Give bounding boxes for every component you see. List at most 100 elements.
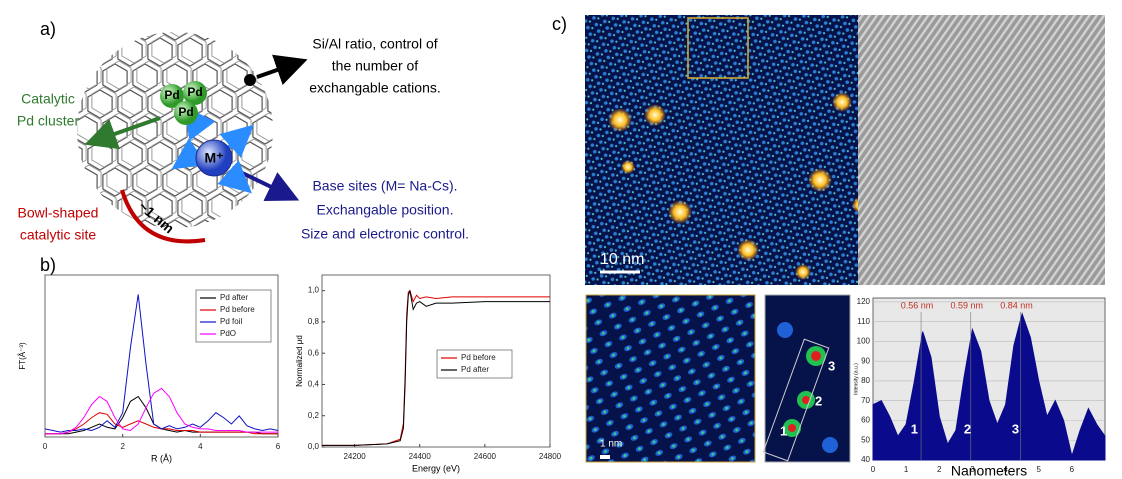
cage-ring <box>13 12 37 40</box>
cage-ring <box>77 86 87 116</box>
cage-ring <box>87 37 113 67</box>
y-axis-label: FT(Å⁻³) <box>18 342 27 370</box>
panel-label: b) <box>40 255 56 275</box>
cage-ring <box>162 219 188 228</box>
x-tick-label: 4 <box>198 442 203 451</box>
plot-frame <box>44 274 279 438</box>
stm-image <box>585 15 858 285</box>
cage-ring <box>58 246 82 274</box>
y-tick-label: 60 <box>861 416 870 425</box>
cage-ring <box>238 246 262 274</box>
cage-ring <box>162 32 188 41</box>
site-spots <box>777 322 838 453</box>
cage-ring <box>77 167 98 197</box>
x-axis-label: R (Å) <box>151 453 172 463</box>
cage-ring <box>136 32 162 38</box>
cage-ring <box>13 64 37 92</box>
profile-box <box>762 338 830 462</box>
cage-ring <box>328 246 352 274</box>
cage-ring <box>166 32 192 38</box>
cage-ring <box>17 61 41 89</box>
cage-ring <box>287 113 311 141</box>
cage-ring <box>136 112 162 142</box>
cage-ring <box>283 116 307 144</box>
cage-ring <box>241 34 267 64</box>
data-line <box>45 387 278 435</box>
cage-ring <box>106 164 132 194</box>
cage-ring <box>121 138 147 168</box>
zoom-box <box>687 17 749 79</box>
cage-ring <box>177 37 203 67</box>
cage-ring <box>226 32 252 38</box>
site-label: 3 <box>828 358 835 373</box>
pd-atom <box>160 84 184 108</box>
cation <box>195 139 233 177</box>
note: Exchangable position. <box>317 202 454 218</box>
legend-label: PdO <box>220 329 236 338</box>
site-image <box>764 294 851 463</box>
note: Size and electronic control. <box>301 226 469 242</box>
cage-ring <box>132 32 158 41</box>
note: Bowl-shaped <box>18 205 99 221</box>
cage-ring <box>328 142 352 170</box>
x-tick-label: 0 <box>871 465 876 474</box>
cage-ring <box>151 190 177 220</box>
annotation: 0.56 nm <box>901 300 934 310</box>
scale-label: 1 nm <box>600 439 622 450</box>
cage-ring <box>132 115 158 145</box>
cage-ring <box>106 216 132 228</box>
stm-zoom-image <box>585 294 756 463</box>
data-line <box>44 294 279 433</box>
cage-ring <box>212 243 236 271</box>
x-tick-label: 2 <box>937 465 942 474</box>
cage-ring <box>147 193 173 223</box>
note: Base sites (M= Na-Cs). <box>312 178 457 194</box>
legend-label: Pd after <box>220 293 248 302</box>
cage-ring <box>118 246 142 274</box>
cage-ring <box>43 168 67 196</box>
cage-ring <box>136 164 162 194</box>
annotation: 0.59 nm <box>951 300 984 310</box>
cage-ring <box>241 86 267 116</box>
y-tick-label: 1,0 <box>308 286 320 295</box>
cage-ring <box>317 9 341 37</box>
cage-ring <box>77 32 98 41</box>
cage-ring <box>162 167 188 197</box>
legend-label: Pd after <box>461 365 489 374</box>
pd-label: Pd <box>164 88 179 102</box>
bowl-arc <box>120 189 206 244</box>
cage-ring <box>121 86 147 116</box>
y-tick-label: 0,6 <box>308 348 320 357</box>
cage-ring <box>147 37 173 67</box>
cage-ring <box>267 193 273 223</box>
cage-ring <box>208 246 232 274</box>
cage-ring <box>47 165 71 193</box>
x-tick-label: 24400 <box>409 452 432 461</box>
cage-ring <box>271 138 273 168</box>
cage-ring <box>192 32 218 41</box>
cage-ring <box>77 32 102 38</box>
cage-ring <box>256 216 273 228</box>
cage-ring <box>47 61 71 89</box>
cage-ring <box>28 142 52 170</box>
cage-ring <box>268 0 292 14</box>
cage-ring <box>122 243 146 271</box>
x-tick-label: 4 <box>1003 465 1008 474</box>
cage-ring <box>222 63 248 93</box>
y-tick-label: 70 <box>861 396 870 405</box>
cage-ring <box>181 190 207 220</box>
cage-ring <box>313 116 337 144</box>
size-label: ~1 nm <box>136 198 178 237</box>
cage-ring <box>211 86 237 116</box>
cage-ring <box>256 112 273 142</box>
pd-label: Pd <box>178 105 193 119</box>
cage-ring <box>283 12 307 40</box>
cage-ring <box>302 0 326 11</box>
cage-ring <box>77 37 83 67</box>
pd-atom <box>183 81 207 105</box>
y-tick-label: 80 <box>861 376 870 385</box>
cage-ring <box>222 219 248 228</box>
cage-ring <box>298 142 322 170</box>
y-axis-label: Normalized μd <box>295 335 304 387</box>
cage-ring <box>242 243 266 271</box>
